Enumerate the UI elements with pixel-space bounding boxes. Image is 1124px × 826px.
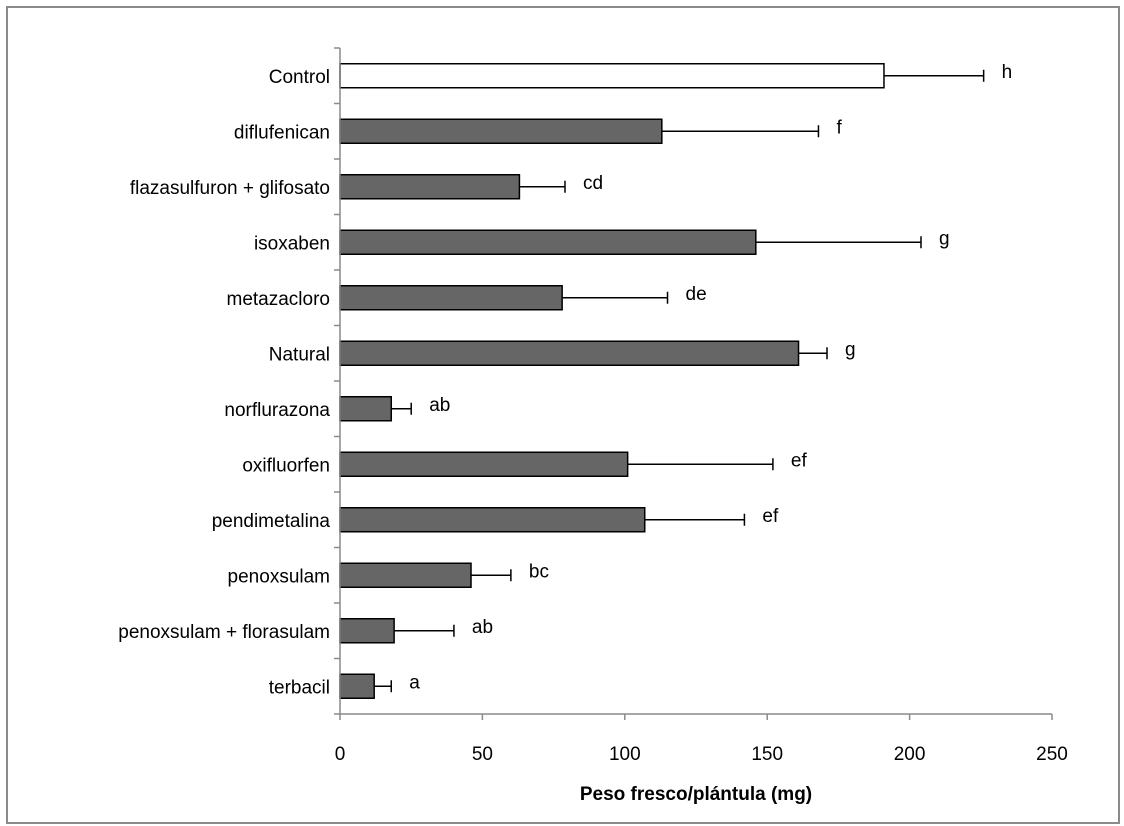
bar xyxy=(339,229,757,255)
x-tick-label: 150 xyxy=(751,744,783,765)
bar xyxy=(339,118,663,144)
bar xyxy=(339,340,800,366)
bar xyxy=(339,174,521,200)
bars-layer xyxy=(339,63,985,699)
significance-label: ab xyxy=(429,395,450,416)
significance-label: cd xyxy=(583,173,603,194)
category-label: penoxsulam + florasulam xyxy=(118,622,330,643)
x-tick-label: 200 xyxy=(894,744,926,765)
category-label: oxifluorfen xyxy=(242,455,330,476)
significance-label: ef xyxy=(791,450,808,471)
bar xyxy=(339,673,375,699)
significance-label: ab xyxy=(472,617,493,638)
category-label: norflurazona xyxy=(224,400,330,421)
significance-label: a xyxy=(409,672,420,693)
bar xyxy=(339,451,629,477)
significance-label: g xyxy=(845,339,856,360)
bar xyxy=(339,285,563,311)
significance-label: ef xyxy=(762,506,779,527)
category-label: terbacil xyxy=(269,677,330,698)
bar xyxy=(339,396,393,422)
x-tick-label: 0 xyxy=(335,744,346,765)
axes-layer xyxy=(334,47,1053,720)
x-tick-label: 50 xyxy=(472,744,493,765)
category-label: pendimetalina xyxy=(212,511,331,532)
bar xyxy=(339,63,885,89)
labels-layer: 0 50 100 150 200 250 Control h diflufenican f flaz… xyxy=(118,62,1068,765)
category-label: penoxsulam xyxy=(228,566,330,587)
x-tick-label: 250 xyxy=(1036,744,1068,765)
category-label: Natural xyxy=(269,344,330,365)
significance-label: h xyxy=(1002,62,1013,83)
x-tick-label: 100 xyxy=(609,744,641,765)
category-label: diflufenican xyxy=(234,122,330,143)
category-label: flazasulfuron + glifosato xyxy=(130,178,330,199)
bar xyxy=(339,507,646,533)
x-axis-title: Peso fresco/plántula (mg) xyxy=(580,784,812,805)
bar xyxy=(339,618,395,644)
category-label: Control xyxy=(269,67,330,88)
category-label: metazacloro xyxy=(227,289,331,310)
significance-label: bc xyxy=(529,561,549,582)
significance-label: de xyxy=(686,284,707,305)
category-label: isoxaben xyxy=(254,233,330,254)
bar xyxy=(339,562,472,588)
significance-label: f xyxy=(836,117,842,138)
significance-label: g xyxy=(939,228,950,249)
